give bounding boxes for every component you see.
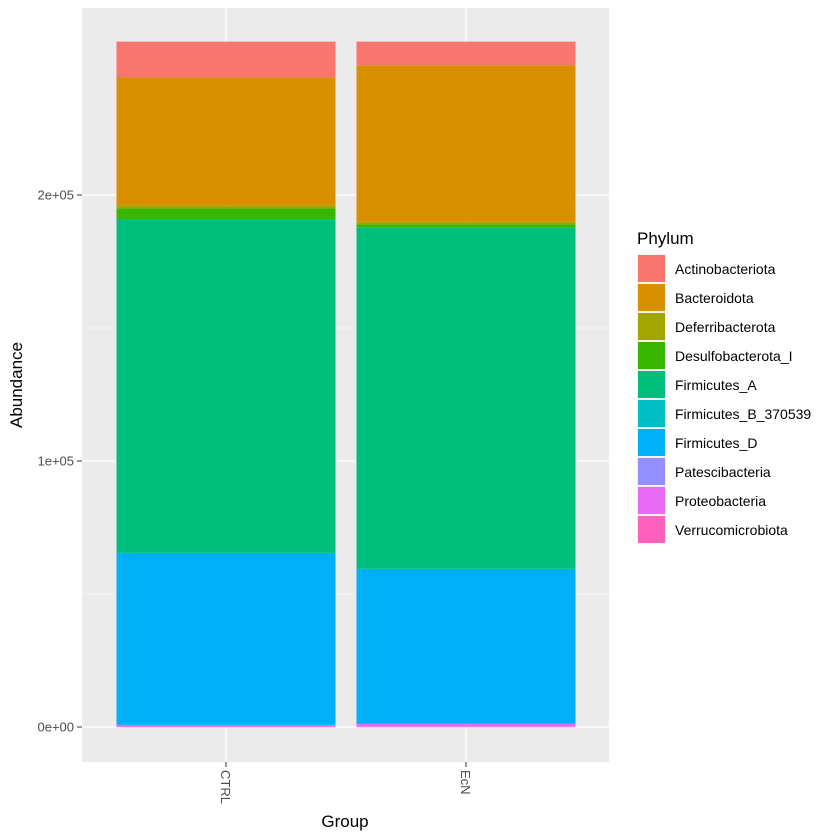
legend-swatch-Proteobacteria xyxy=(638,487,665,514)
legend-label: Firmicutes_D xyxy=(675,435,757,451)
y-axis-title: Abundance xyxy=(7,342,26,428)
bar-segment-EcN-Deferribacterota xyxy=(356,221,576,225)
bar-segment-CTRL-Proteobacteria xyxy=(116,725,336,727)
legend: Phylum Actinobacteriota Bacteroidota Defer… xyxy=(637,229,811,544)
bar-segment-EcN-Desulfobacterota_I xyxy=(356,224,576,228)
bar-segment-EcN-Firmicutes_D xyxy=(356,568,576,724)
legend-title: Phylum xyxy=(637,229,694,248)
legend-label: Verrucomicrobiota xyxy=(675,522,788,538)
x-tick-label: CTRL xyxy=(218,770,233,804)
x-axis: CTRL EcN xyxy=(218,762,473,804)
legend-swatch-Firmicutes_D xyxy=(638,429,665,456)
y-tick-label: 0e+00 xyxy=(37,720,74,735)
legend-label: Firmicutes_A xyxy=(675,377,757,393)
legend-label: Desulfobacterota_I xyxy=(675,348,793,364)
bar-segment-CTRL-Firmicutes_A xyxy=(116,219,336,553)
legend-swatch-Patescibacteria xyxy=(638,458,665,485)
y-tick-label: 2e+05 xyxy=(37,188,74,203)
legend-swatch-Firmicutes_B_370539 xyxy=(638,400,665,427)
bar-segment-CTRL-Actinobacteriota xyxy=(116,41,336,78)
bar-segment-CTRL-Deferribacterota xyxy=(116,205,336,209)
y-tick-label: 1e+05 xyxy=(37,454,74,469)
legend-swatch-Verrucomicrobiota xyxy=(638,516,665,543)
x-axis-title: Group xyxy=(321,812,368,831)
bar-segment-EcN-Firmicutes_A xyxy=(356,227,576,569)
legend-swatch-Desulfobacterota_I xyxy=(638,342,665,369)
bar-segment-CTRL-Bacteroidota xyxy=(116,77,336,206)
bar-segment-EcN-Actinobacteriota xyxy=(356,41,576,66)
bar-segment-EcN-Proteobacteria xyxy=(356,723,576,727)
bars xyxy=(116,41,576,728)
bar-segment-CTRL-Firmicutes_D xyxy=(116,553,336,725)
bar-segment-CTRL-Desulfobacterota_I xyxy=(116,208,336,220)
legend-label: Proteobacteria xyxy=(675,493,766,509)
legend-swatch-Bacteroidota xyxy=(638,284,665,311)
legend-label: Deferribacterota xyxy=(675,319,776,335)
y-axis: 0e+00 1e+05 2e+05 xyxy=(37,188,82,735)
legend-swatch-Actinobacteriota xyxy=(638,255,665,282)
legend-label: Actinobacteriota xyxy=(675,261,776,277)
legend-label: Bacteroidota xyxy=(675,290,754,306)
legend-label: Firmicutes_B_370539 xyxy=(675,406,811,422)
legend-label: Patescibacteria xyxy=(675,464,771,480)
legend-swatch-Deferribacterota xyxy=(638,313,665,340)
legend-swatch-Firmicutes_A xyxy=(638,371,665,398)
bar-segment-EcN-Bacteroidota xyxy=(356,65,576,222)
x-tick-label: EcN xyxy=(458,770,473,795)
